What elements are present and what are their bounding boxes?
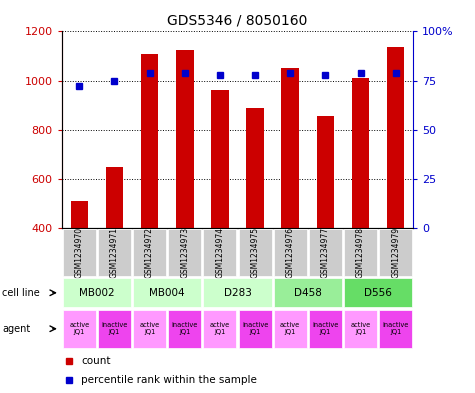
- Text: active
JQ1: active JQ1: [69, 322, 89, 335]
- Text: inactive
JQ1: inactive JQ1: [242, 322, 268, 335]
- Text: inactive
JQ1: inactive JQ1: [171, 322, 198, 335]
- Bar: [344, 310, 377, 348]
- Text: GSM1234970: GSM1234970: [75, 227, 84, 278]
- Text: D283: D283: [224, 288, 251, 298]
- Text: cell line: cell line: [2, 288, 40, 298]
- Bar: [352, 78, 369, 228]
- Text: GSM1234976: GSM1234976: [286, 227, 294, 278]
- Bar: [309, 230, 342, 275]
- Bar: [274, 230, 307, 275]
- Text: MB002: MB002: [79, 288, 115, 298]
- Text: GSM1234974: GSM1234974: [216, 227, 224, 278]
- Bar: [211, 90, 228, 228]
- Bar: [133, 278, 201, 307]
- Bar: [238, 310, 272, 348]
- Text: D556: D556: [364, 288, 392, 298]
- Bar: [203, 278, 272, 307]
- Bar: [344, 230, 377, 275]
- Text: active
JQ1: active JQ1: [210, 322, 230, 335]
- Text: active
JQ1: active JQ1: [351, 322, 370, 335]
- Bar: [281, 68, 299, 228]
- Text: percentile rank within the sample: percentile rank within the sample: [81, 375, 257, 386]
- Bar: [141, 53, 158, 228]
- Text: GSM1234973: GSM1234973: [180, 227, 189, 278]
- Text: active
JQ1: active JQ1: [280, 322, 300, 335]
- Bar: [63, 310, 96, 348]
- Title: GDS5346 / 8050160: GDS5346 / 8050160: [167, 13, 308, 28]
- Text: inactive
JQ1: inactive JQ1: [382, 322, 409, 335]
- Bar: [203, 230, 237, 275]
- Bar: [316, 116, 334, 228]
- Text: MB004: MB004: [149, 288, 185, 298]
- Bar: [105, 167, 124, 228]
- Bar: [309, 310, 342, 348]
- Text: GSM1234972: GSM1234972: [145, 227, 154, 278]
- Text: agent: agent: [2, 324, 30, 334]
- Text: inactive
JQ1: inactive JQ1: [312, 322, 339, 335]
- Bar: [379, 310, 412, 348]
- Bar: [274, 278, 342, 307]
- Bar: [247, 108, 264, 228]
- Bar: [63, 230, 96, 275]
- Text: GSM1234971: GSM1234971: [110, 227, 119, 278]
- Bar: [203, 310, 237, 348]
- Text: inactive
JQ1: inactive JQ1: [101, 322, 128, 335]
- Bar: [98, 310, 131, 348]
- Bar: [133, 310, 166, 348]
- Bar: [168, 310, 201, 348]
- Bar: [344, 278, 412, 307]
- Text: active
JQ1: active JQ1: [140, 322, 160, 335]
- Text: GSM1234975: GSM1234975: [251, 227, 259, 278]
- Bar: [63, 278, 131, 307]
- Bar: [98, 230, 131, 275]
- Bar: [176, 50, 194, 228]
- Bar: [379, 230, 412, 275]
- Text: GSM1234979: GSM1234979: [391, 227, 400, 278]
- Bar: [387, 48, 404, 228]
- Bar: [274, 310, 307, 348]
- Bar: [168, 230, 201, 275]
- Bar: [71, 201, 88, 228]
- Text: GSM1234977: GSM1234977: [321, 227, 330, 278]
- Text: count: count: [81, 356, 111, 366]
- Text: GSM1234978: GSM1234978: [356, 227, 365, 278]
- Bar: [133, 230, 166, 275]
- Text: D458: D458: [294, 288, 322, 298]
- Bar: [238, 230, 272, 275]
